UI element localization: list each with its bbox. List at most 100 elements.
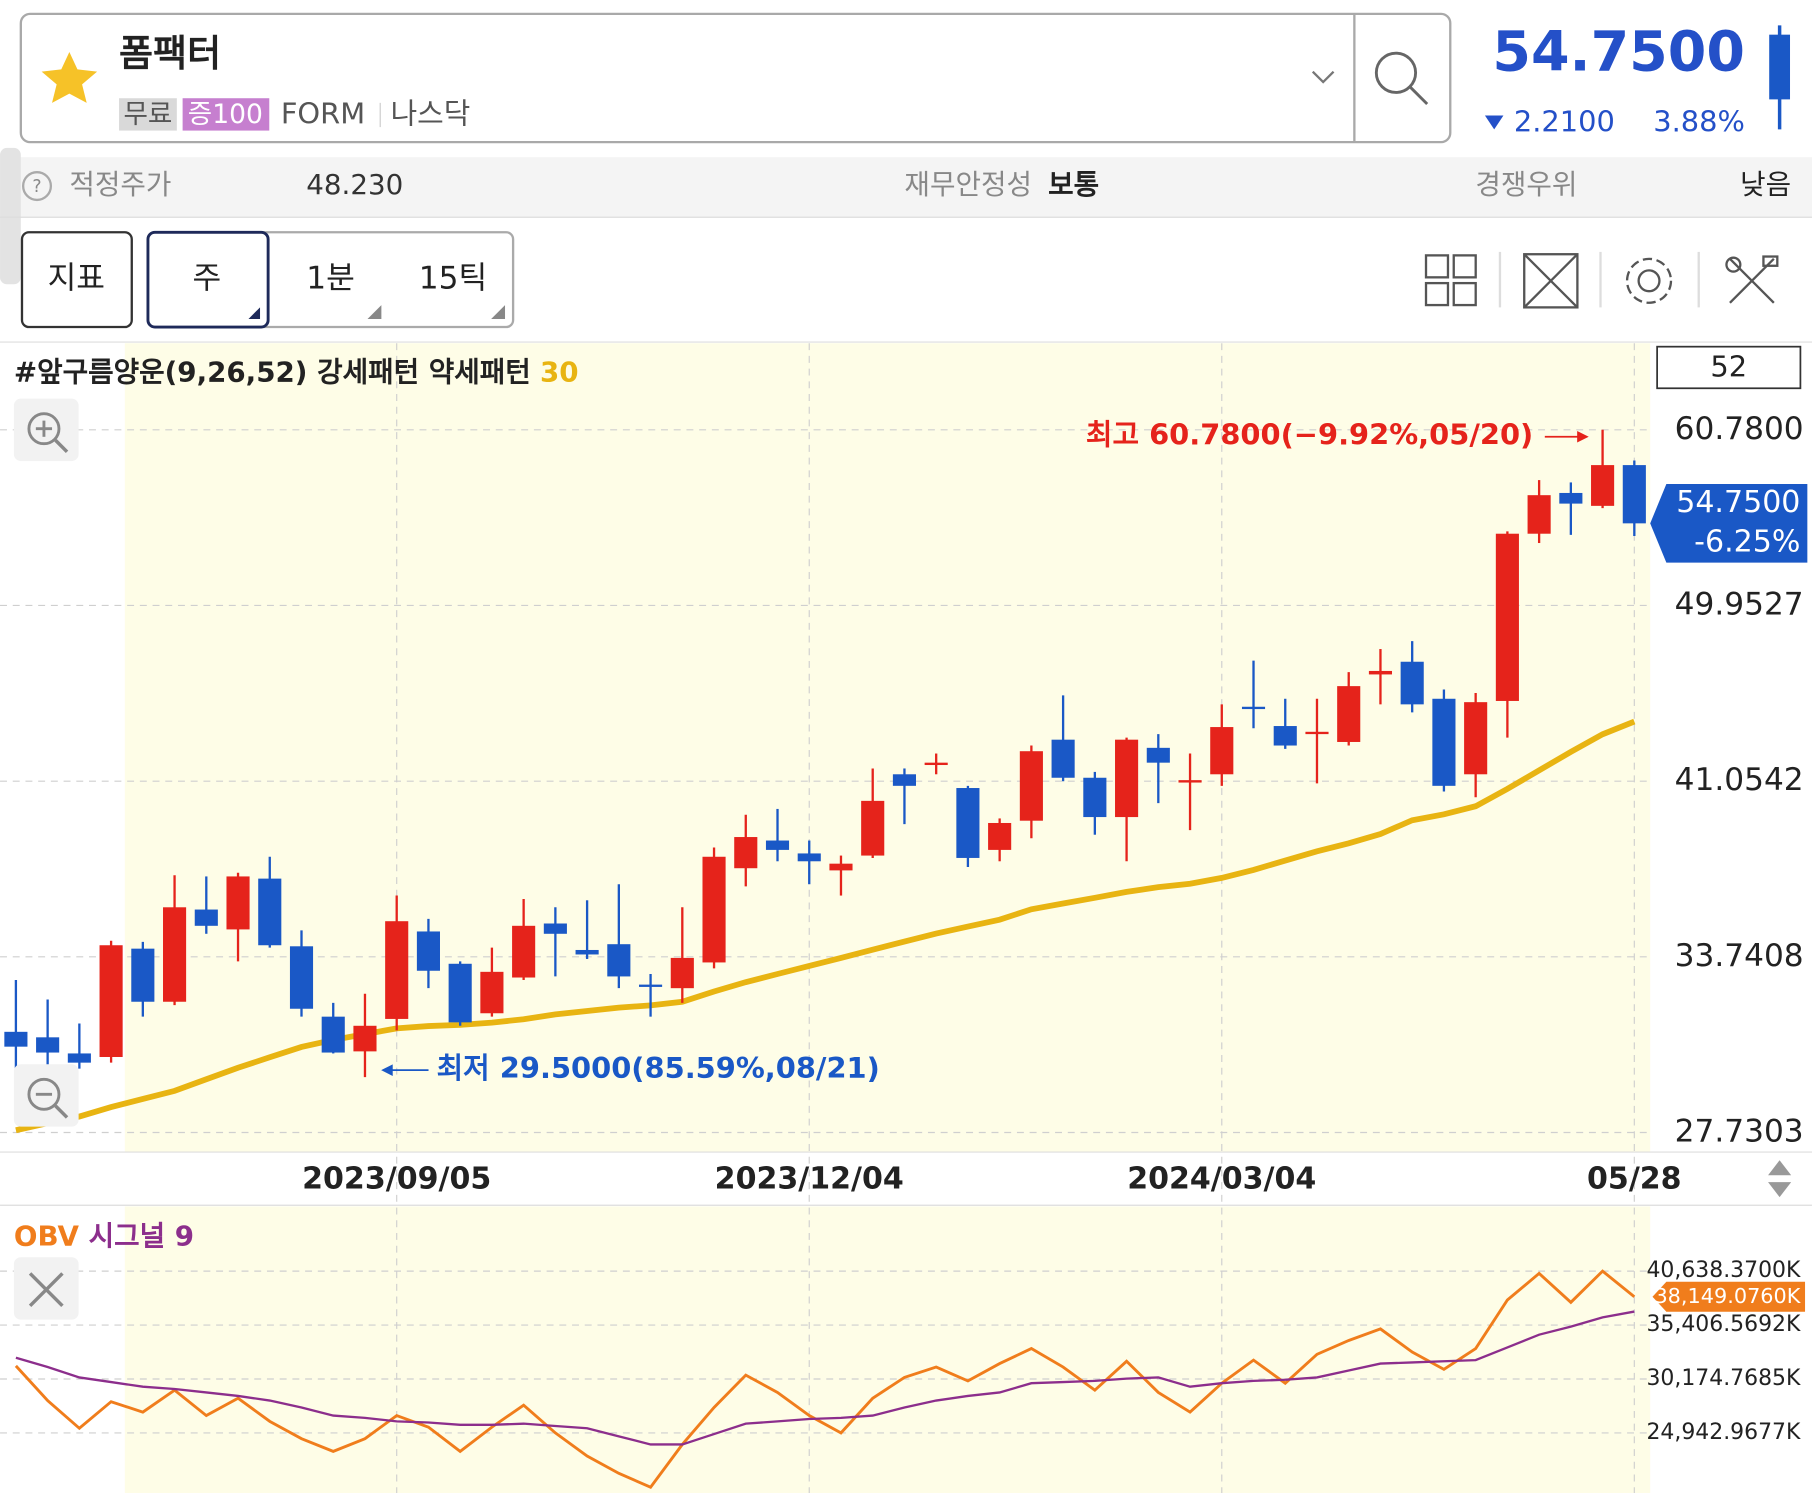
- ticker: FORM: [281, 97, 365, 131]
- candle-body: [258, 878, 282, 946]
- series-line: [14, 1269, 1636, 1490]
- candle-body: [1273, 726, 1297, 746]
- candle-body: [1210, 727, 1234, 775]
- down-arrow: [1484, 115, 1504, 130]
- search-box[interactable]: [19, 12, 1452, 144]
- star-icon[interactable]: [41, 52, 98, 103]
- price-tag-change: -6.25%: [1694, 524, 1800, 559]
- candle-body: [924, 762, 948, 766]
- scroll-down[interactable]: [1768, 1182, 1792, 1198]
- bar-count-box[interactable]: [1656, 345, 1802, 390]
- badge: 무료: [124, 99, 173, 130]
- candle-body: [36, 1037, 60, 1053]
- series-line: [15, 1310, 1635, 1446]
- y-tick-label: 27.7303: [1675, 1114, 1804, 1150]
- candle-body: [1115, 739, 1139, 818]
- candle-body: [956, 788, 980, 858]
- candle-body: [1559, 492, 1583, 504]
- charts: 2023/09/05 2023/12/04 2024/03/04 05/28 60.78…: [0, 343, 1808, 1493]
- candle-body: [1464, 702, 1488, 775]
- candle-body: [416, 931, 440, 971]
- price: 54.7500: [1492, 21, 1745, 85]
- candle-body: [543, 923, 567, 934]
- candle-body: [734, 837, 758, 869]
- help-icon[interactable]: [21, 171, 53, 202]
- side-tab[interactable]: [0, 147, 21, 285]
- info-row: [0, 157, 1812, 218]
- y-tick-label: 49.9527: [1675, 586, 1804, 622]
- high-label: 최고 60.7800(−9.92%,05/20): [1086, 418, 1533, 452]
- indicator-label: #앞구름양운(9,26,52) 강세패턴 약세패턴: [14, 355, 531, 388]
- candle-body: [1368, 670, 1393, 675]
- close-indicator[interactable]: [13, 1257, 79, 1320]
- candle-body: [353, 1025, 377, 1052]
- search-icon: [1408, 85, 1429, 106]
- candle-body: [194, 909, 218, 926]
- candle-body: [670, 957, 694, 989]
- scroll-up[interactable]: [1768, 1160, 1792, 1176]
- indicator-period: 30: [540, 355, 579, 388]
- exchange: 나스닥: [391, 97, 471, 131]
- candle-body: [861, 800, 885, 856]
- candle-body: [829, 863, 853, 871]
- info-value: 48.230: [306, 168, 403, 201]
- info-label: 재무안정성: [904, 168, 1032, 201]
- x-axis-bar: [0, 1152, 1812, 1206]
- price-tag-price: 54.7500: [1676, 485, 1800, 520]
- candle-body: [1083, 777, 1107, 818]
- candle-body: [1305, 731, 1329, 735]
- badge-bg: [119, 98, 177, 131]
- value-tag: [1652, 1281, 1806, 1312]
- x-tick-label: 2023/12/04: [715, 1161, 904, 1196]
- legend-entry: 시그널 9: [89, 1220, 194, 1253]
- candle-body: [1527, 495, 1551, 534]
- info-label: 적정주가: [69, 168, 171, 201]
- y-tick-label: 60.7800: [1675, 411, 1804, 447]
- candle-body: [289, 946, 314, 1009]
- change: 2.2100: [1514, 105, 1615, 139]
- legend-entry: OBV: [14, 1220, 80, 1253]
- button-label: 1분: [306, 261, 355, 297]
- candle-body: [988, 822, 1012, 850]
- x-tick-label: 2024/03/04: [1127, 1161, 1316, 1196]
- search-icon[interactable]: [1374, 51, 1418, 94]
- info-value: 낮음: [1740, 168, 1791, 201]
- candle-body: [1432, 698, 1456, 786]
- candle-body: [1495, 533, 1519, 701]
- y-tick-label: 41.0542: [1675, 762, 1804, 798]
- candle-body: [385, 921, 409, 1019]
- plot-bg: [124, 343, 1651, 1153]
- candle-body: [480, 971, 504, 1014]
- arrow: [381, 1064, 393, 1076]
- zoom-out[interactable]: [13, 1064, 79, 1127]
- toolbar-icons[interactable]: [1424, 251, 1779, 309]
- candle-body: [702, 856, 726, 963]
- candle-body: [1146, 747, 1170, 763]
- candle-body: [448, 963, 472, 1023]
- candle-body: [512, 925, 536, 978]
- zoom-in[interactable]: [13, 398, 79, 462]
- x-tick-label: 05/28: [1587, 1161, 1682, 1196]
- y-tick-label: 33.7408: [1675, 938, 1804, 974]
- button[interactable]: [146, 230, 270, 329]
- info-label: 경쟁우위: [1475, 168, 1577, 201]
- candle-body: [575, 949, 599, 955]
- price-tag: [1650, 484, 1808, 563]
- moving-average: [15, 718, 1636, 1134]
- candle-body: [765, 840, 790, 850]
- button[interactable]: [20, 231, 133, 329]
- legend: OBV 시그널 9: [14, 1220, 194, 1253]
- badge: 증100: [188, 99, 263, 130]
- value-tag-label: 38,149.0760K: [1654, 1284, 1801, 1308]
- candle-body: [1051, 739, 1075, 778]
- candle-body: [1178, 780, 1202, 783]
- dropdown-icon[interactable]: [1311, 70, 1335, 84]
- candle-body: [892, 774, 917, 786]
- plot-bg: [124, 1206, 1651, 1493]
- help-icon: ?: [32, 177, 41, 197]
- y-tick-label: 40,638.3700K: [1646, 1258, 1801, 1283]
- candle-body: [1241, 706, 1266, 710]
- candle-body: [797, 853, 821, 862]
